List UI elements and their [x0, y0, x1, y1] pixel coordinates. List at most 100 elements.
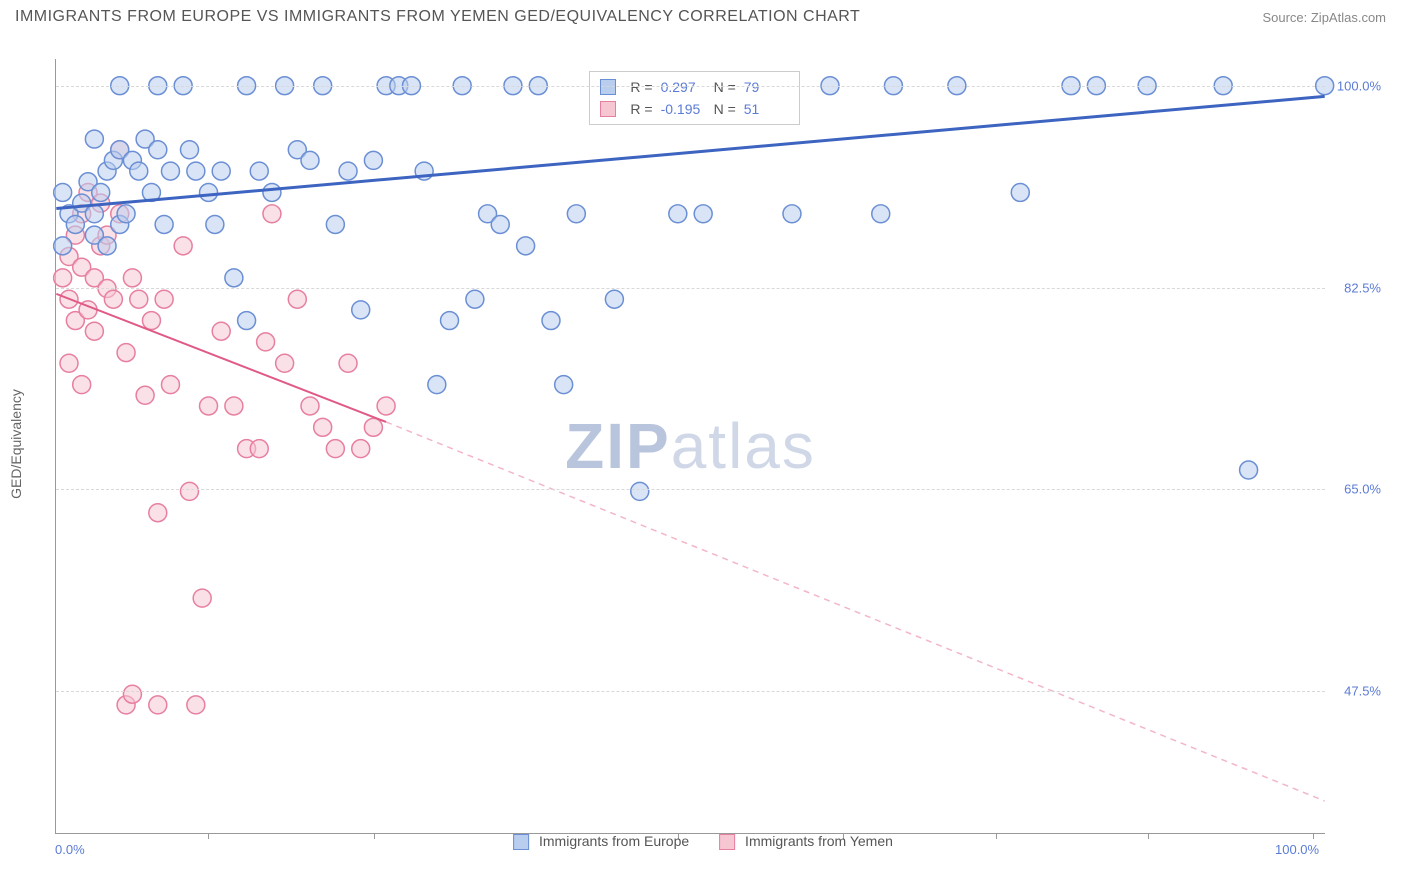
data-point	[155, 215, 173, 233]
data-point	[66, 215, 84, 233]
data-point	[200, 397, 218, 415]
data-point	[1011, 183, 1029, 201]
data-point	[98, 237, 116, 255]
data-point	[542, 312, 560, 330]
data-point	[117, 205, 135, 223]
data-point	[276, 354, 294, 372]
data-point	[631, 482, 649, 500]
x-tick	[374, 833, 375, 839]
data-point	[92, 183, 110, 201]
trend-line	[56, 294, 386, 422]
data-point	[301, 397, 319, 415]
x-tick	[996, 833, 997, 839]
plot-area: ZIPatlas R =0.297N =79R =-0.195N =51 100…	[55, 59, 1325, 834]
data-point	[263, 183, 281, 201]
data-point	[54, 237, 72, 255]
data-point	[212, 162, 230, 180]
data-point	[555, 376, 573, 394]
y-axis-label: GED/Equivalency	[8, 389, 24, 499]
source-label: Source: ZipAtlas.com	[1262, 10, 1386, 25]
data-point	[377, 397, 395, 415]
data-point	[491, 215, 509, 233]
data-point	[441, 312, 459, 330]
data-point	[225, 269, 243, 287]
data-point	[352, 440, 370, 458]
data-point	[257, 333, 275, 351]
data-point	[339, 162, 357, 180]
y-tick-label: 100.0%	[1337, 79, 1381, 94]
r-label: R =	[630, 98, 652, 120]
x-tick	[1313, 833, 1314, 839]
y-tick-label: 47.5%	[1344, 683, 1381, 698]
legend-bottom: Immigrants from Europe Immigrants from Y…	[513, 833, 893, 850]
data-point	[326, 440, 344, 458]
data-point	[567, 205, 585, 223]
data-point	[314, 418, 332, 436]
data-point	[605, 290, 623, 308]
data-point	[155, 290, 173, 308]
legend-label-yemen: Immigrants from Yemen	[745, 833, 893, 849]
data-point	[250, 440, 268, 458]
data-point	[301, 151, 319, 169]
data-point	[238, 312, 256, 330]
legend-item-yemen: Immigrants from Yemen	[719, 833, 893, 850]
data-point	[364, 418, 382, 436]
data-point	[187, 696, 205, 714]
data-point	[193, 589, 211, 607]
scatter-svg	[56, 59, 1325, 833]
data-point	[85, 130, 103, 148]
gridline-h	[56, 86, 1325, 87]
data-point	[872, 205, 890, 223]
data-point	[517, 237, 535, 255]
data-point	[117, 344, 135, 362]
x-axis-max-label: 100.0%	[1275, 842, 1319, 857]
legend-label-europe: Immigrants from Europe	[539, 833, 689, 849]
data-point	[212, 322, 230, 340]
data-point	[130, 290, 148, 308]
gridline-h	[56, 288, 1325, 289]
x-tick	[208, 833, 209, 839]
data-point	[130, 162, 148, 180]
data-point	[181, 141, 199, 159]
data-point	[263, 205, 281, 223]
data-point	[669, 205, 687, 223]
data-point	[250, 162, 268, 180]
data-point	[149, 141, 167, 159]
data-point	[694, 205, 712, 223]
gridline-h	[56, 489, 1325, 490]
data-point	[161, 376, 179, 394]
gridline-h	[56, 691, 1325, 692]
data-point	[73, 376, 91, 394]
data-point	[1240, 461, 1258, 479]
data-point	[466, 290, 484, 308]
data-point	[54, 183, 72, 201]
data-point	[149, 696, 167, 714]
data-point	[206, 215, 224, 233]
swatch-yemen	[719, 834, 735, 850]
data-point	[200, 183, 218, 201]
n-label: N =	[714, 98, 736, 120]
y-tick-label: 82.5%	[1344, 280, 1381, 295]
data-point	[54, 269, 72, 287]
data-point	[181, 482, 199, 500]
data-point	[123, 685, 141, 703]
legend-item-europe: Immigrants from Europe	[513, 833, 689, 850]
y-tick-label: 65.0%	[1344, 482, 1381, 497]
data-point	[339, 354, 357, 372]
data-point	[161, 162, 179, 180]
data-point	[136, 386, 154, 404]
data-point	[149, 504, 167, 522]
data-point	[783, 205, 801, 223]
data-point	[288, 290, 306, 308]
stats-row: R =-0.195N =51	[600, 98, 788, 120]
data-point	[85, 205, 103, 223]
stats-swatch	[600, 101, 616, 117]
r-value: -0.195	[661, 98, 706, 120]
data-point	[104, 290, 122, 308]
swatch-europe	[513, 834, 529, 850]
data-point	[174, 237, 192, 255]
data-point	[428, 376, 446, 394]
data-point	[85, 322, 103, 340]
trend-line	[386, 422, 1325, 801]
x-axis-min-label: 0.0%	[55, 842, 85, 857]
